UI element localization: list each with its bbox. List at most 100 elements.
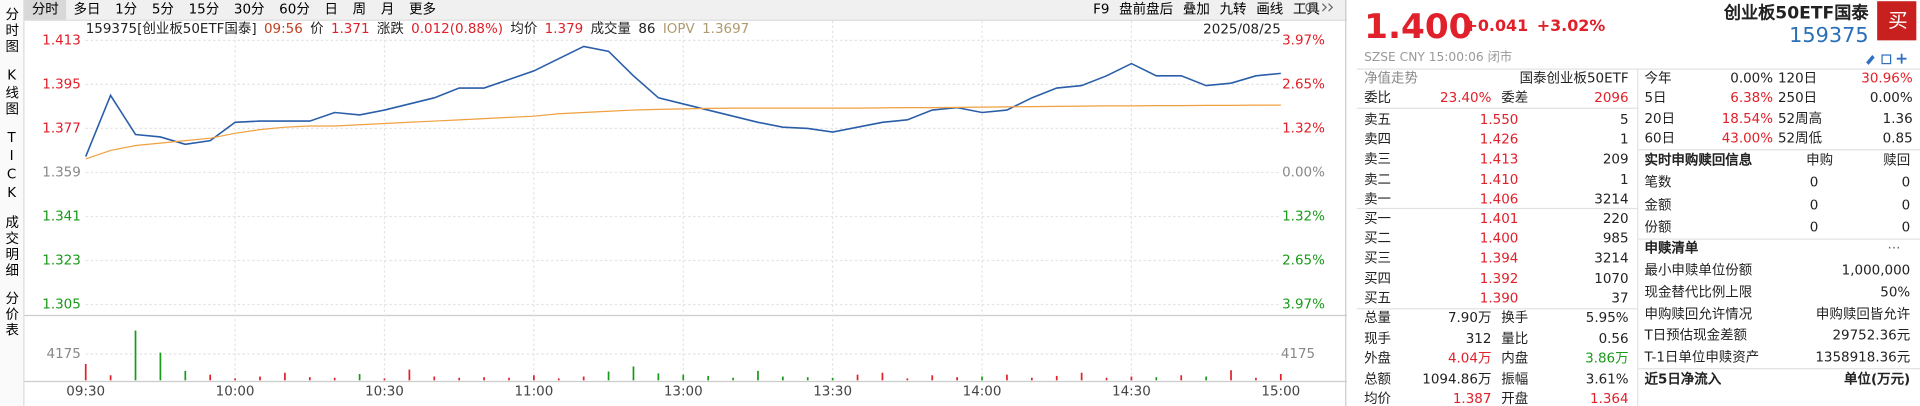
period-tab[interactable]: 多日 — [73, 1, 101, 18]
level-price: 1.394 — [1479, 250, 1519, 267]
tool-button[interactable]: 叠加 — [1182, 1, 1210, 18]
level-volume: 3214 — [1594, 250, 1629, 267]
level-price: 1.413 — [1479, 151, 1519, 168]
separator — [1356, 207, 1638, 210]
period-tab[interactable]: 60分 — [279, 1, 310, 18]
period-tabs: 分时 多日 1分 5分 15分 30分 60分日周月更多 — [24, 0, 1347, 21]
nav-item[interactable]: K线图 — [3, 67, 20, 118]
volume-bar — [159, 352, 162, 381]
price-line — [84, 45, 1281, 157]
nav-item[interactable]: TICK — [3, 129, 20, 204]
separator — [1356, 107, 1638, 109]
quote-field: 86 — [638, 20, 656, 37]
tool-button[interactable]: F9 — [1093, 1, 1110, 18]
volume-bar — [383, 378, 386, 381]
row-value: 0 — [1809, 219, 1819, 236]
quote-field: 涨跌 — [376, 20, 404, 37]
stat-label: 总量 — [1364, 310, 1392, 326]
volume-bar — [632, 366, 635, 381]
period-tab[interactable]: 月 — [380, 1, 395, 18]
level-label: 买三 — [1364, 250, 1392, 267]
return-label: 20日 — [1644, 110, 1676, 127]
volume-bar — [533, 375, 535, 381]
return-value: 6.38% — [1730, 90, 1774, 107]
volume-bar — [1180, 375, 1183, 381]
volume-bar — [184, 370, 187, 381]
return-label: 今年 — [1644, 70, 1672, 87]
value: 2096 — [1594, 89, 1629, 106]
return-label: 60日 — [1644, 130, 1676, 147]
level-volume: 37 — [1611, 290, 1629, 307]
volume-bar — [1279, 374, 1282, 381]
period-tab[interactable]: 日 — [324, 1, 338, 18]
stat-label: 量比 — [1501, 330, 1529, 347]
y2-tick-label: 1.32% — [1282, 209, 1325, 224]
period-tab[interactable]: 周 — [352, 1, 367, 18]
volume-bar — [209, 374, 212, 381]
y-tick-label: 1.305 — [42, 298, 81, 313]
volume-bar — [259, 376, 261, 381]
period-tab[interactable]: 1分 — [115, 1, 138, 18]
tool-button[interactable]: 画线 — [1256, 1, 1284, 18]
period-tab[interactable]: 15分 — [188, 1, 220, 18]
level-volume: 1070 — [1594, 270, 1629, 287]
buy-button[interactable] — [1877, 1, 1917, 41]
last-price: 1.400 — [1364, 6, 1473, 47]
volume-bar — [483, 377, 485, 381]
nav-item[interactable]: 成交明细 — [3, 215, 20, 279]
separator — [1356, 308, 1638, 310]
x-tick-label: 10:00 — [216, 384, 255, 399]
stat-value: 5.95% — [1585, 310, 1629, 326]
buy-label[interactable]: 买 — [1888, 8, 1908, 32]
row-value: 0 — [1901, 219, 1911, 236]
y-tick-label: 1.341 — [42, 209, 81, 224]
period-tab[interactable]: 5分 — [151, 1, 174, 18]
change-pct: +3.02% — [1536, 17, 1606, 37]
level-volume: 220 — [1602, 210, 1629, 227]
nav-item[interactable]: 分价表 — [3, 291, 20, 339]
y2-tick-label: 2.65% — [1282, 77, 1325, 92]
row-label: 申购赎回允许情况 — [1644, 305, 1753, 322]
section-title: 近5日净流入 — [1644, 371, 1722, 388]
more[interactable]: ··· — [1887, 240, 1901, 257]
tool-button[interactable]: 盘前盘后 — [1119, 1, 1174, 18]
plot-bg — [24, 21, 1346, 406]
volume-bar — [84, 363, 87, 381]
period-tab[interactable]: 更多 — [408, 1, 436, 18]
y2-tick-label: 3.97% — [1282, 298, 1325, 313]
volume-bar — [931, 375, 934, 381]
stat-value: 3.61% — [1585, 370, 1629, 387]
row-value: 0 — [1901, 174, 1911, 191]
level-price: 1.550 — [1479, 111, 1519, 128]
level-price: 1.401 — [1479, 210, 1519, 227]
section-title: 申赎清单 — [1644, 240, 1699, 257]
volume-bar — [308, 377, 311, 381]
toolbar-icons — [1305, 2, 1334, 13]
volume-bar — [1080, 372, 1083, 381]
level-volume: 5 — [1620, 111, 1629, 128]
period-tab[interactable]: 分时 — [24, 0, 67, 20]
label: 委比 — [1364, 89, 1392, 106]
row-value: 0 — [1901, 196, 1911, 213]
stat-value: 7.90万 — [1447, 310, 1492, 326]
row-label: 最小申赎单位份额 — [1644, 262, 1753, 279]
nav-item[interactable]: 分时图 — [3, 7, 20, 56]
volume-bar — [1055, 375, 1058, 381]
stat-label: 总额 — [1364, 370, 1392, 387]
x-tick-label: 15:00 — [1261, 384, 1300, 399]
quote-field: 1.379 — [544, 20, 584, 37]
date: 2025/08/25 — [1203, 21, 1281, 38]
return-label: 5日 — [1644, 90, 1667, 107]
x-tick-label: 14:00 — [963, 384, 1002, 399]
volume-bar — [707, 375, 710, 381]
return-value: 43.00% — [1721, 130, 1774, 147]
x-tick-label: 10:30 — [365, 384, 404, 399]
column-head: 申购 — [1806, 152, 1834, 169]
period-tab[interactable]: 30分 — [233, 1, 265, 18]
level-volume: 1 — [1620, 131, 1629, 148]
x-tick-label: 11:00 — [514, 384, 553, 399]
volume-bar — [782, 376, 784, 381]
tool-button[interactable]: 九转 — [1219, 1, 1247, 18]
level-price: 1.392 — [1479, 270, 1519, 287]
